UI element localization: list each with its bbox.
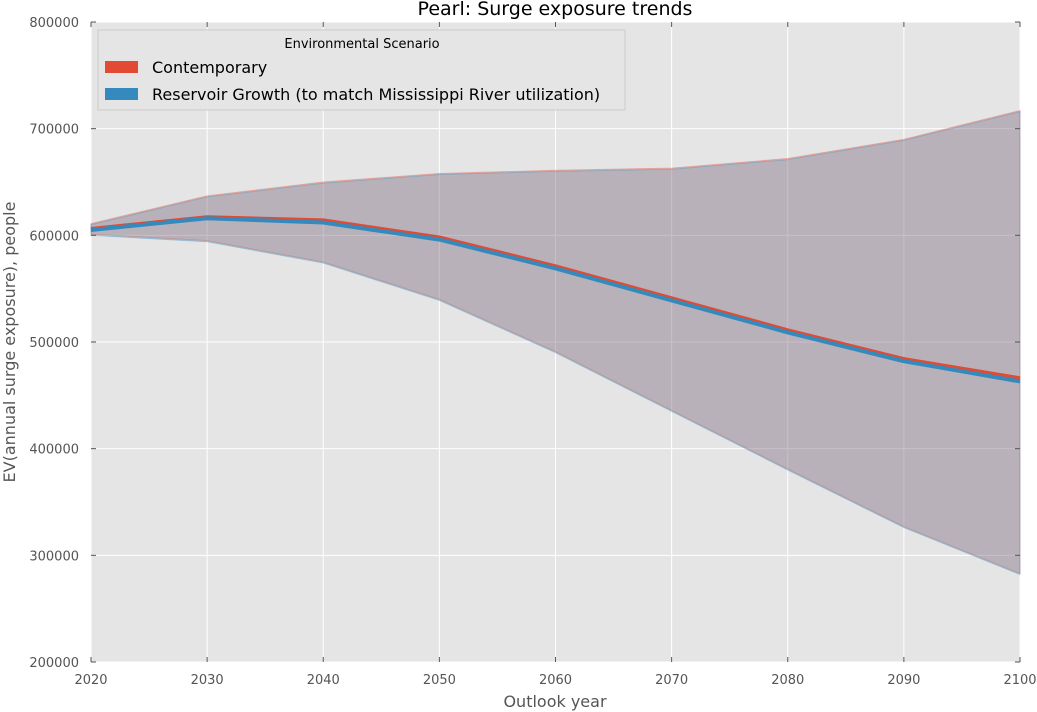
y-tick-label: 500000 <box>29 336 79 351</box>
x-tick-label: 2050 <box>423 673 456 688</box>
y-axis-label: EV(annual surge exposure), people <box>0 202 19 483</box>
series-line-reservoir-growth <box>90 216 1021 384</box>
y-tick-label: 600000 <box>29 229 79 244</box>
x-tick-label: 2040 <box>307 673 340 688</box>
legend-box <box>97 29 626 111</box>
x-axis-label: Outlook year <box>503 692 607 711</box>
y-tick-label: 400000 <box>29 443 79 458</box>
series-lines <box>90 215 1021 384</box>
y-tick-label: 800000 <box>29 16 79 31</box>
band-contemporary <box>90 109 1021 575</box>
x-tick-label: 2060 <box>539 673 572 688</box>
x-tick-label: 2080 <box>771 673 804 688</box>
legend: Environmental Scenario Contemporary Rese… <box>97 29 626 111</box>
y-tick-label: 200000 <box>29 656 79 671</box>
uncertainty-bands <box>90 109 1021 576</box>
legend-title: Environmental Scenario <box>284 37 439 52</box>
legend-label-contemporary: Contemporary <box>152 58 267 77</box>
x-tick-label: 2070 <box>655 673 688 688</box>
x-tick-label: 2020 <box>74 673 107 688</box>
y-tick-label: 300000 <box>29 549 79 564</box>
legend-swatch-reservoir-growth <box>105 88 138 100</box>
x-tick-label: 2030 <box>191 673 224 688</box>
y-tick-label: 700000 <box>29 123 79 138</box>
chart-title: Pearl: Surge exposure trends <box>418 0 693 20</box>
band-reservoir-growth <box>90 110 1021 576</box>
x-tick-label: 2090 <box>887 673 920 688</box>
x-tick-label: 2100 <box>1003 673 1036 688</box>
legend-label-reservoir-growth: Reservoir Growth (to match Mississippi R… <box>152 85 600 104</box>
axis-ticks: 2020 2030 2040 2050 2060 2070 2080 2090 2100 2000… <box>29 16 1036 688</box>
legend-swatch-contemporary <box>105 61 138 73</box>
